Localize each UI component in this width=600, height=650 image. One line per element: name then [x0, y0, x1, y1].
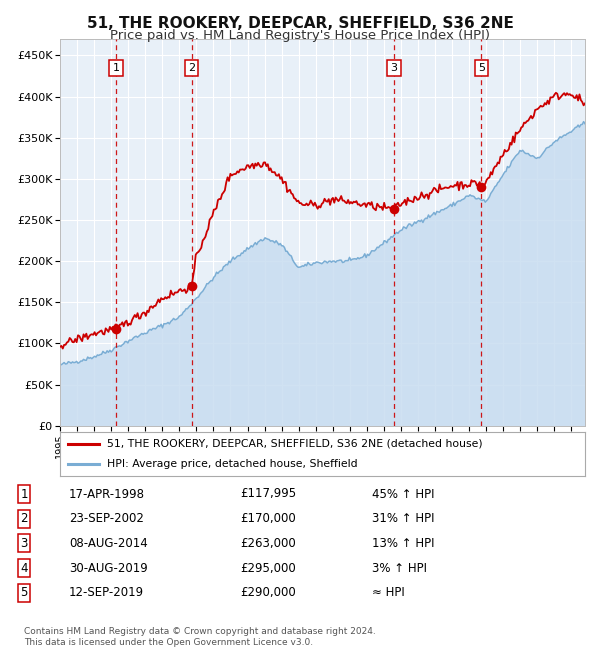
Text: 3: 3 — [20, 537, 28, 550]
Text: 30-AUG-2019: 30-AUG-2019 — [69, 562, 148, 575]
Text: 2: 2 — [188, 63, 196, 73]
Text: £263,000: £263,000 — [240, 537, 296, 550]
Text: 23-SEP-2002: 23-SEP-2002 — [69, 512, 144, 525]
Text: 51, THE ROOKERY, DEEPCAR, SHEFFIELD, S36 2NE: 51, THE ROOKERY, DEEPCAR, SHEFFIELD, S36… — [86, 16, 514, 31]
Text: 1: 1 — [20, 488, 28, 500]
Text: 1: 1 — [113, 63, 119, 73]
Text: 51, THE ROOKERY, DEEPCAR, SHEFFIELD, S36 2NE (detached house): 51, THE ROOKERY, DEEPCAR, SHEFFIELD, S36… — [107, 439, 483, 448]
Text: £117,995: £117,995 — [240, 488, 296, 500]
Text: 17-APR-1998: 17-APR-1998 — [69, 488, 145, 500]
Text: 08-AUG-2014: 08-AUG-2014 — [69, 537, 148, 550]
Text: 31% ↑ HPI: 31% ↑ HPI — [372, 512, 434, 525]
Text: 4: 4 — [20, 562, 28, 575]
Text: HPI: Average price, detached house, Sheffield: HPI: Average price, detached house, Shef… — [107, 459, 358, 469]
Text: 13% ↑ HPI: 13% ↑ HPI — [372, 537, 434, 550]
Text: £290,000: £290,000 — [240, 586, 296, 599]
Text: 5: 5 — [478, 63, 485, 73]
Text: 12-SEP-2019: 12-SEP-2019 — [69, 586, 144, 599]
Text: 2: 2 — [20, 512, 28, 525]
Text: 3: 3 — [391, 63, 398, 73]
Text: £295,000: £295,000 — [240, 562, 296, 575]
Text: £170,000: £170,000 — [240, 512, 296, 525]
Text: Price paid vs. HM Land Registry's House Price Index (HPI): Price paid vs. HM Land Registry's House … — [110, 29, 490, 42]
Text: 45% ↑ HPI: 45% ↑ HPI — [372, 488, 434, 500]
Text: Contains HM Land Registry data © Crown copyright and database right 2024.
This d: Contains HM Land Registry data © Crown c… — [24, 627, 376, 647]
Text: 3% ↑ HPI: 3% ↑ HPI — [372, 562, 427, 575]
Text: ≈ HPI: ≈ HPI — [372, 586, 405, 599]
Text: 5: 5 — [20, 586, 28, 599]
